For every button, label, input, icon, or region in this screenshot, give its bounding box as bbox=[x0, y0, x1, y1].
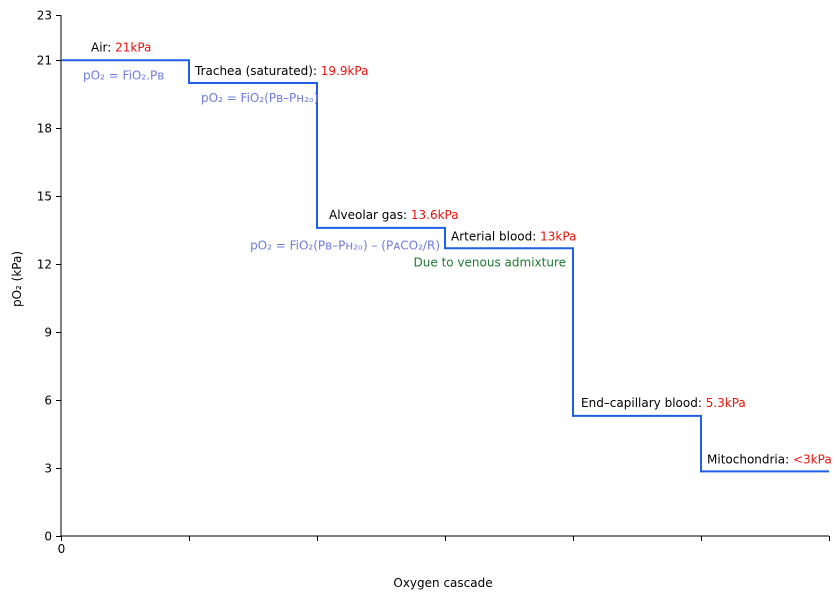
step-series-line bbox=[61, 59, 829, 473]
annotation-name: Mitochondria: bbox=[707, 452, 793, 466]
annotation-value: 13kPa bbox=[540, 229, 576, 243]
annotation-label: Air: 21kPa bbox=[91, 40, 151, 54]
annotation-value: 21kPa bbox=[115, 40, 151, 54]
annotation-value: 5.3kPa bbox=[706, 396, 746, 410]
y-tick-label: 18 bbox=[37, 122, 52, 136]
annotation-label: Trachea (saturated): 19.9kPa bbox=[194, 64, 368, 78]
annotation-label: Alveolar gas: 13.6kPa bbox=[329, 208, 459, 222]
formula-label: pO₂ = FiO₂(Pʙ–Pʜ₂ₒ) – (PᴀCO₂/R) bbox=[250, 238, 440, 252]
annotation-name: Air: bbox=[91, 40, 115, 54]
annotation-label: End–capillary blood: 5.3kPa bbox=[581, 396, 746, 410]
y-tick-label: 12 bbox=[37, 258, 52, 272]
axes: 0 3 6 9 12 15 18 21 23 0 bbox=[37, 9, 830, 556]
annotation-value: <3kPa bbox=[793, 452, 832, 466]
annotation-label: Arterial blood: 13kPa bbox=[451, 229, 576, 243]
y-tick-label: 23 bbox=[37, 9, 52, 23]
annotation-name: End–capillary blood: bbox=[581, 396, 706, 410]
formula-label: pO₂ = FiO₂.Pʙ bbox=[83, 68, 164, 82]
y-tick-label: 21 bbox=[37, 54, 52, 68]
y-tick-label: 15 bbox=[37, 190, 52, 204]
annotation-name: Arterial blood: bbox=[451, 229, 540, 243]
venous-admixture-note: Due to venous admixture bbox=[414, 255, 566, 269]
annotation-name: Alveolar gas: bbox=[329, 208, 411, 222]
y-tick-label: 3 bbox=[44, 462, 52, 476]
annotation-name: Trachea (saturated): bbox=[194, 64, 321, 78]
annotation-label: Mitochondria: <3kPa bbox=[707, 452, 832, 466]
annotation-value: 13.6kPa bbox=[411, 208, 459, 222]
annotation-value: 19.9kPa bbox=[321, 64, 369, 78]
series-group bbox=[61, 59, 829, 473]
x-axis-label: Oxygen cascade bbox=[393, 576, 492, 590]
y-tick-label: 0 bbox=[44, 530, 52, 544]
y-tick-label: 6 bbox=[44, 394, 52, 408]
formula-label: pO₂ = FiO₂(Pʙ–Pʜ₂ₒ) bbox=[201, 91, 319, 105]
x-tick-label: 0 bbox=[58, 542, 66, 556]
annotation-group: Air: 21kPa Trachea (saturated): 19.9kPa Al… bbox=[83, 40, 832, 466]
y-tick-label: 9 bbox=[44, 326, 52, 340]
y-axis-label: pO₂ (kPa) bbox=[10, 251, 24, 307]
